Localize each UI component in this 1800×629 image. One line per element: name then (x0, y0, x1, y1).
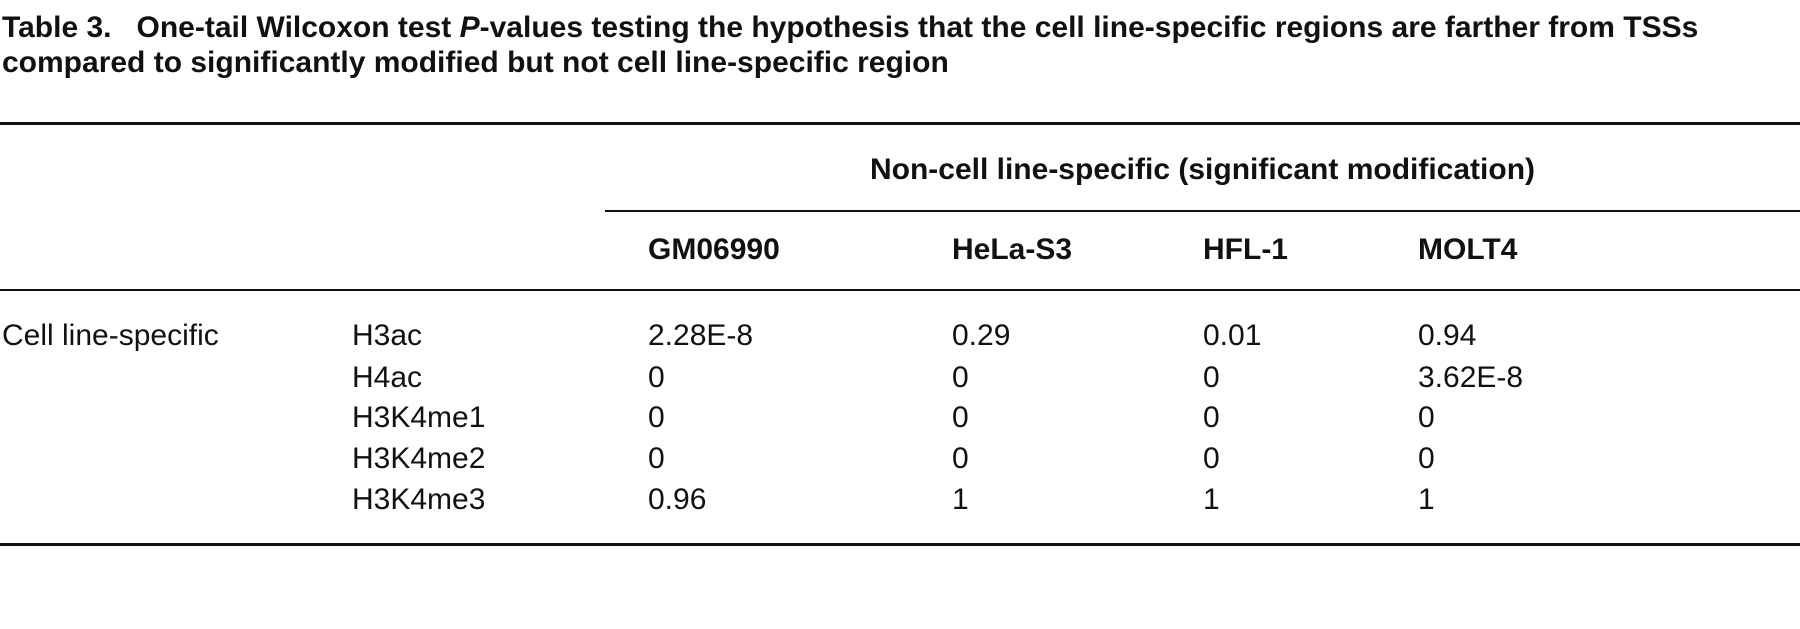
cell-value: 0 (1203, 442, 1220, 475)
cell-value: 0 (952, 401, 969, 434)
bottom-rule (0, 543, 1800, 546)
cell-value: 0.29 (952, 319, 1011, 352)
row-label: H3K4me2 (352, 442, 486, 475)
cell-value: 0 (1203, 361, 1220, 394)
caption-italic: P (459, 11, 480, 44)
table-caption: Table 3. One-tail Wilcoxon test P-values… (2, 10, 1792, 80)
group-label: Cell line-specific (2, 319, 219, 352)
cell-value: 0.01 (1203, 319, 1262, 352)
cell-value: 0 (1418, 401, 1435, 434)
cell-value: 0.94 (1418, 319, 1477, 352)
column-header: GM06990 (648, 233, 780, 266)
header-bottom-rule (0, 289, 1800, 291)
cell-value: 3.62E-8 (1418, 361, 1524, 394)
cell-value: 0.96 (648, 483, 707, 516)
caption-text: One-tail Wilcoxon test (136, 11, 460, 44)
row-label: H4ac (352, 361, 423, 394)
cell-value: 0 (648, 442, 665, 475)
header-rule (605, 210, 1800, 212)
cell-value: 0 (952, 361, 969, 394)
spanning-header: Non-cell line-specific (significant modi… (869, 153, 1536, 186)
top-rule (0, 122, 1800, 125)
cell-value: 0 (648, 401, 665, 434)
cell-value: 1 (1203, 483, 1220, 516)
cell-value: 0 (1203, 401, 1220, 434)
cell-value: 2.28E-8 (648, 319, 754, 352)
row-label: H3K4me3 (352, 483, 486, 516)
caption-label: Table 3. (2, 11, 112, 44)
cell-value: 1 (1418, 483, 1435, 516)
row-label: H3ac (352, 319, 423, 352)
column-header: MOLT4 (1418, 233, 1518, 266)
column-header: HeLa-S3 (952, 233, 1073, 266)
column-header: HFL-1 (1203, 233, 1288, 266)
cell-value: 0 (952, 442, 969, 475)
cell-value: 0 (1418, 442, 1435, 475)
caption-text: -values testing the hypothesis that the … (2, 11, 1699, 79)
cell-value: 0 (648, 361, 665, 394)
cell-value: 1 (952, 483, 969, 516)
row-label: H3K4me1 (352, 401, 486, 434)
